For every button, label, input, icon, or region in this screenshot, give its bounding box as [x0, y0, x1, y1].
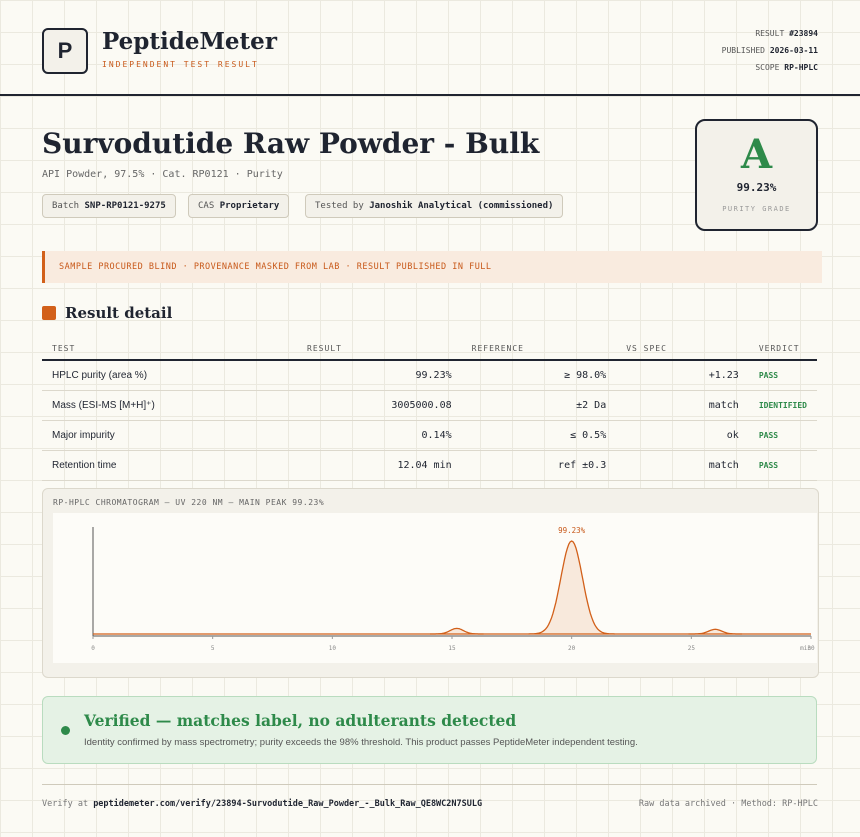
footer-verify: Verify at peptidemeter.com/verify/23894-… [42, 799, 482, 809]
x-tick-label: 25 [688, 645, 696, 652]
verified-box [42, 696, 817, 764]
cell: ≤ 0.5% [461, 420, 617, 451]
x-tick-label: 5 [211, 645, 215, 652]
x-tick-label: 20 [568, 645, 576, 652]
peak [430, 627, 484, 635]
chip: CAS Proprietary [188, 194, 290, 218]
table-row: Retention time 12.04 min ref ±0.3 match PASS [42, 450, 817, 481]
x-tick-label: 15 [448, 645, 456, 652]
brand: PeptideMeter [102, 28, 277, 55]
banner: SAMPLE PROCURED BLIND · PROVENANCE MASKE… [42, 251, 822, 283]
column-header: REFERENCE [461, 337, 617, 361]
cell: 3005000.08 [297, 390, 462, 421]
meta-row: SCOPE RP-HPLC [755, 63, 818, 72]
chip-label: Batch [52, 201, 80, 211]
meta-value: #23894 [789, 29, 818, 38]
cell: Major impurity [42, 420, 298, 451]
meta-row: PUBLISHED 2026-03-11 [722, 46, 818, 55]
cell: 12.04 min [297, 450, 462, 481]
verified-dot [61, 726, 70, 735]
verdict: PASS [748, 360, 817, 391]
result-table: TEST RESULT REFERENCE VS SPEC VERDICT HPLC pu… [42, 337, 817, 481]
meta-row: RESULT #23894 [755, 29, 818, 38]
verdict: PASS [748, 450, 817, 481]
table-row: Major impurity 0.14% ≤ 0.5% ok PASS [42, 420, 817, 451]
column-header: VERDICT [748, 337, 817, 361]
cell: +1.23 [616, 360, 749, 391]
cell: HPLC purity (area %) [42, 360, 298, 391]
header-rule [0, 94, 860, 96]
x-axis-label: min [800, 645, 811, 652]
chart-title: RP-HPLC CHROMATOGRAM — UV 220 NM — MAIN … [53, 498, 325, 507]
verified-title: Verified — matches label, no adulterants… [84, 711, 517, 730]
chip-value: SNP-RP0121-9275 [84, 201, 166, 211]
grade-card: A 99.23% PURITY GRADE [695, 119, 818, 231]
cell: ref ±0.3 [461, 450, 617, 481]
meta-label: RESULT [755, 29, 785, 38]
product-subtitle: API Powder, 97.5% · Cat. RP0121 · Purity [42, 169, 283, 180]
cell: Mass (ESI-MS [M+H]⁺) [42, 390, 298, 421]
peak [688, 628, 743, 635]
column-header: TEST [42, 337, 298, 361]
cell: match [616, 390, 749, 421]
peak-label: 99.23% [558, 526, 586, 535]
section-title: Result detail [65, 304, 173, 322]
cell: 99.23% [297, 360, 462, 391]
meta-value: RP-HPLC [784, 63, 818, 72]
cell: ≥ 98.0% [461, 360, 617, 391]
logo: P [42, 28, 88, 74]
cell: match [616, 450, 749, 481]
meta-value: 2026-03-11 [769, 46, 818, 55]
plot-bg [53, 513, 817, 663]
x-tick-label: 0 [91, 645, 95, 652]
table-row: Mass (ESI-MS [M+H]⁺) 3005000.08 ±2 Da match… [42, 390, 817, 421]
cell: ok [616, 420, 749, 451]
x-tick-label: 30 [807, 645, 815, 652]
column-header: RESULT [297, 337, 462, 361]
column-header: VS SPEC [616, 337, 749, 361]
meta-label: PUBLISHED [721, 46, 765, 55]
chip-value: Janoshik Analytical (commissioned) [369, 201, 554, 211]
cell: ±2 Da [461, 390, 617, 421]
grade-purity: 99.23% [736, 181, 777, 194]
peak [528, 540, 615, 635]
chip-label: CAS [198, 201, 215, 211]
verified-text: Identity confirmed by mass spectrometry;… [84, 737, 638, 748]
grade-letter: A [740, 131, 773, 178]
x-tick-label: 10 [329, 645, 337, 652]
footer-rule [42, 784, 817, 785]
verdict: PASS [748, 420, 817, 451]
verify-label: Verify at [42, 799, 89, 809]
grade-label: PURITY GRADE [722, 205, 791, 213]
tagline: INDEPENDENT TEST RESULT [102, 60, 259, 69]
cell: Retention time [42, 450, 298, 481]
section-icon [42, 306, 56, 320]
cell: 0.14% [297, 420, 462, 451]
verify-url: peptidemeter.com/verify/23894-Survodutid… [93, 799, 483, 809]
chip: Tested by Janoshik Analytical (commissio… [305, 194, 564, 218]
chip-value: Proprietary [219, 201, 280, 211]
meta-label: SCOPE [755, 63, 780, 72]
footer-right: Raw data archived · Method: RP-HPLC [638, 799, 818, 809]
table-row: HPLC purity (area %) 99.23% ≥ 98.0% +1.23 PA… [42, 360, 817, 391]
chip-label: Tested by [315, 201, 364, 211]
verdict: IDENTIFIED [748, 390, 817, 421]
product-title: Survodutide Raw Powder - Bulk [42, 127, 540, 160]
chip: Batch SNP-RP0121-9275 [42, 194, 176, 218]
